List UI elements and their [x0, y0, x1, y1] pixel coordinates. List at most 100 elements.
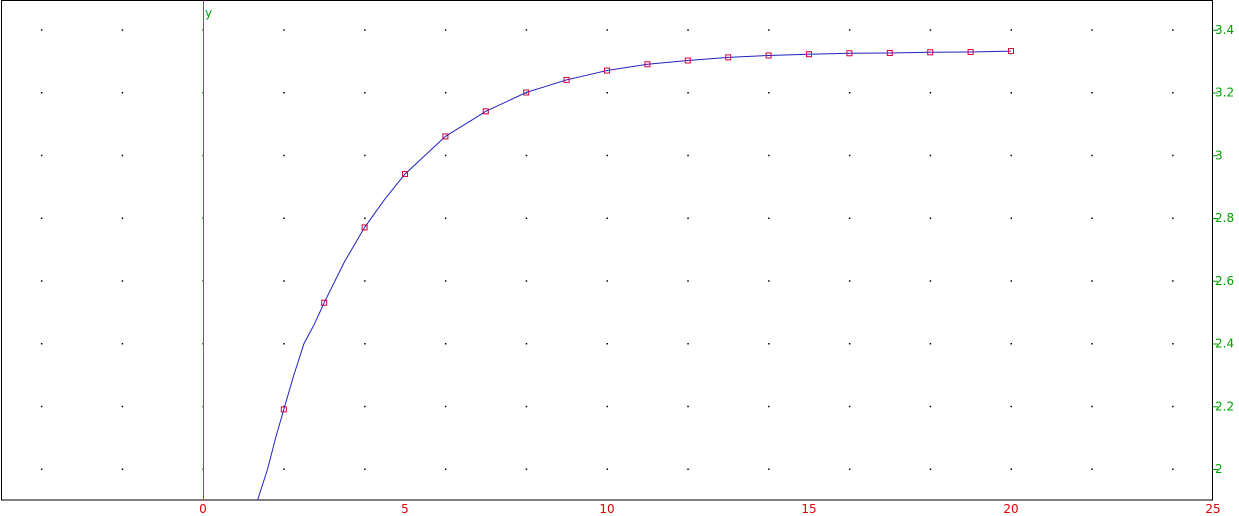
data-point-marker — [806, 51, 812, 58]
grid-dot — [121, 405, 124, 408]
x-tick-label: 10 — [599, 502, 614, 516]
y-tick-label: 2.4 — [1215, 337, 1234, 351]
data-point-marker — [927, 49, 934, 56]
grid-dot — [848, 154, 851, 157]
x-tick-label: 0 — [199, 502, 207, 516]
grid-dot — [687, 280, 689, 282]
grid-dot — [929, 468, 932, 470]
grid-dot — [121, 154, 124, 157]
grid-dot — [121, 217, 124, 219]
grid-dot — [1010, 405, 1012, 408]
grid-dot — [687, 217, 689, 219]
grid-dot — [606, 468, 608, 470]
data-point-marker — [967, 49, 974, 56]
grid-dot — [525, 405, 528, 408]
plot-border — [1, 0, 1213, 501]
grid-dot — [525, 154, 528, 157]
grid-dot — [525, 29, 528, 31]
data-point-marker — [604, 67, 610, 74]
grid-dot — [768, 154, 770, 157]
data-point-marker — [644, 61, 651, 68]
grid-dot — [40, 343, 43, 345]
grid-dot — [1091, 468, 1093, 470]
grid-dot — [525, 468, 528, 470]
grid-dot — [768, 468, 770, 470]
data-point-marker — [1008, 48, 1014, 55]
grid-dot — [444, 92, 447, 94]
grid-dot — [929, 92, 932, 94]
grid-dot — [1091, 280, 1093, 282]
data-point-marker — [846, 50, 853, 57]
grid-dot — [283, 92, 285, 94]
plot-frame — [1, 0, 1213, 501]
grid-dot — [929, 217, 932, 219]
grid-dot — [848, 343, 851, 345]
y-tick-labels: 2 2.2 2.4 2.6 2.8 3 3.2 3.4 — [1213, 23, 1234, 476]
data-point-marker — [523, 89, 530, 96]
grid-dot — [364, 280, 366, 282]
grid-dot — [768, 29, 770, 31]
grid-dot — [283, 468, 285, 470]
grid-dot — [768, 343, 770, 345]
grid-dot — [1172, 468, 1174, 470]
grid-dot — [848, 217, 851, 219]
grid-dot — [283, 343, 285, 345]
grid-dot — [1091, 92, 1093, 94]
grid-dot — [525, 343, 528, 345]
grid-dot — [1091, 217, 1093, 219]
data-point-marker — [725, 54, 732, 61]
grid-dot — [606, 217, 608, 219]
x-tick-label: 20 — [1003, 502, 1018, 516]
grid-dot — [1010, 343, 1012, 345]
x-tick-label: 5 — [401, 502, 409, 516]
grid-dot — [444, 468, 447, 470]
grid-dot — [848, 405, 851, 408]
grid-dot — [364, 468, 366, 470]
grid-dot — [121, 29, 124, 31]
grid-dot — [687, 468, 689, 470]
grid-dot — [687, 92, 689, 94]
grid-dot — [1091, 405, 1093, 408]
grid-dot — [364, 217, 366, 219]
grid-dot — [40, 217, 43, 219]
grid-dot — [121, 468, 124, 470]
x-tick-labels: 0 5 10 15 20 25 — [199, 502, 1220, 516]
grid-dot — [1172, 29, 1174, 31]
grid-dot — [1010, 468, 1012, 470]
grid-dot — [606, 280, 608, 282]
grid-dot — [364, 405, 366, 408]
grid-dot — [687, 154, 689, 157]
grid-dot — [929, 154, 932, 157]
grid-dot — [40, 29, 43, 31]
grid-dot — [687, 343, 689, 345]
grid-dot — [1172, 154, 1174, 157]
grid-dot — [1172, 217, 1174, 219]
grid-dot — [444, 154, 447, 157]
data-point-marker — [886, 49, 893, 56]
x-tick-label: 15 — [801, 502, 816, 516]
grid-dot — [525, 217, 528, 219]
data-point-marker — [563, 76, 570, 83]
y-tick-label: 3.4 — [1215, 23, 1234, 37]
grid-dot — [606, 29, 608, 31]
data-point-marker — [280, 406, 287, 413]
grid-dot — [929, 405, 932, 408]
grid-dot — [768, 92, 770, 94]
series-markers — [280, 48, 1014, 413]
x-tick-label: 25 — [1205, 502, 1220, 516]
grid-dot — [1091, 29, 1093, 31]
y-tick-label: 3 — [1215, 148, 1223, 162]
grid-dot — [1010, 92, 1012, 94]
grid-dot — [121, 92, 124, 94]
curve-line — [257, 50, 1012, 501]
grid-dot — [525, 280, 528, 282]
grid-dot — [283, 217, 285, 219]
grid-dot — [606, 343, 608, 345]
grid-dot — [848, 92, 851, 94]
grid-dot — [283, 280, 285, 282]
data-point-marker — [765, 52, 772, 59]
grid-dot — [444, 405, 447, 408]
grid-dots — [40, 29, 1174, 470]
y-tick-label: 3.2 — [1215, 86, 1234, 100]
